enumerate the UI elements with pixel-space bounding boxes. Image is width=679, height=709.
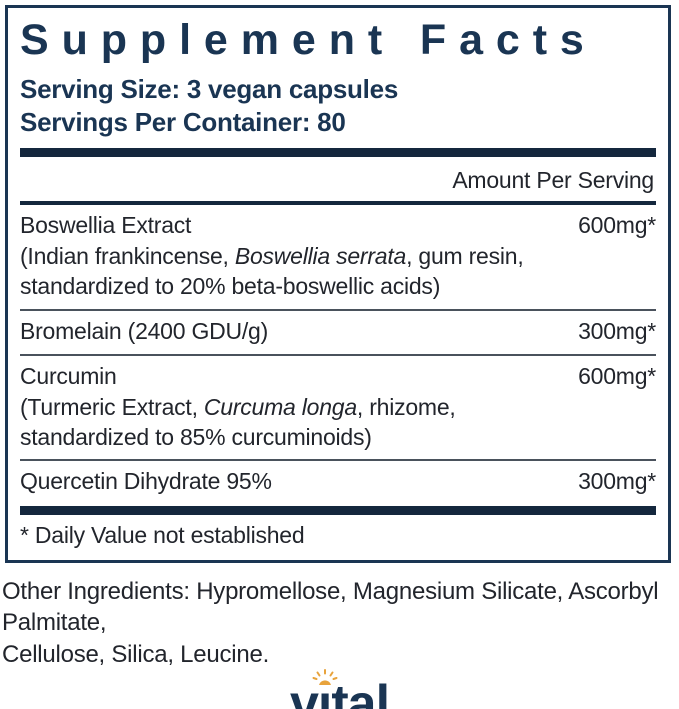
servings-per-container: Servings Per Container: 80 [20,107,346,138]
other-ingredients-line: Other Ingredients: Hypromellose, Magnesi… [2,578,659,637]
row-divider [20,353,656,356]
ingredient-amount: 300mg* [578,468,656,495]
panel-title: Supplement Facts [20,18,597,64]
other-ingredients-line: Cellulose, Silica, Leucine. [2,640,270,668]
logo-letter: v [289,674,319,709]
ingredient-name: Quercetin Dihydrate 95% [20,468,272,495]
header-rule [20,201,656,206]
ingredient-description: (Indian frankincense, Boswellia serrata,… [20,241,656,302]
section-bar-top [20,148,656,158]
amount-per-serving-header: Amount Per Serving [452,167,654,194]
row-divider [20,308,656,311]
description-line: (Indian frankincense, Boswellia serrata,… [20,243,524,270]
vital-nutrients-logo: vi tal NUTRIENTS [0,668,679,709]
ingredient-row: Curcumin 600mg* (Turmeric Extract, Curcu… [20,356,656,460]
description-line: standardized to 20% beta-boswellic acids… [20,273,441,300]
ingredient-list: Boswellia Extract 600mg* (Indian frankin… [20,205,656,504]
section-bar-bottom [20,506,656,516]
daily-value-footnote: * Daily Value not established [20,522,305,549]
ingredient-row: Quercetin Dihydrate 95% 300mg* [20,461,656,504]
logo-letter-i: i [312,668,338,709]
other-ingredients: Other Ingredients: Hypromellose, Magnesi… [2,576,675,670]
ingredient-description: (Turmeric Extract, Curcuma longa, rhizom… [20,392,656,453]
ingredient-amount: 600mg* [578,212,656,239]
ingredient-amount: 600mg* [578,362,656,389]
ingredient-amount: 300mg* [578,317,656,344]
supplement-facts-panel: Supplement Facts Serving Size: 3 vegan c… [5,5,671,564]
description-line: standardized to 85% curcuminoids) [20,423,372,450]
row-divider [20,459,656,462]
ingredient-name: Bromelain (2400 GDU/g) [20,317,269,344]
ingredient-name: Boswellia Extract [20,212,192,239]
ingredient-row: Boswellia Extract 600mg* (Indian frankin… [20,205,656,309]
description-line: (Turmeric Extract, Curcuma longa, rhizom… [20,393,456,420]
logo-letters: tal [331,674,390,709]
ingredient-row: Bromelain (2400 GDU/g) 300mg* [20,311,656,354]
serving-size: Serving Size: 3 vegan capsules [20,74,399,105]
sun-icon [312,668,338,685]
ingredient-name: Curcumin [20,362,117,389]
